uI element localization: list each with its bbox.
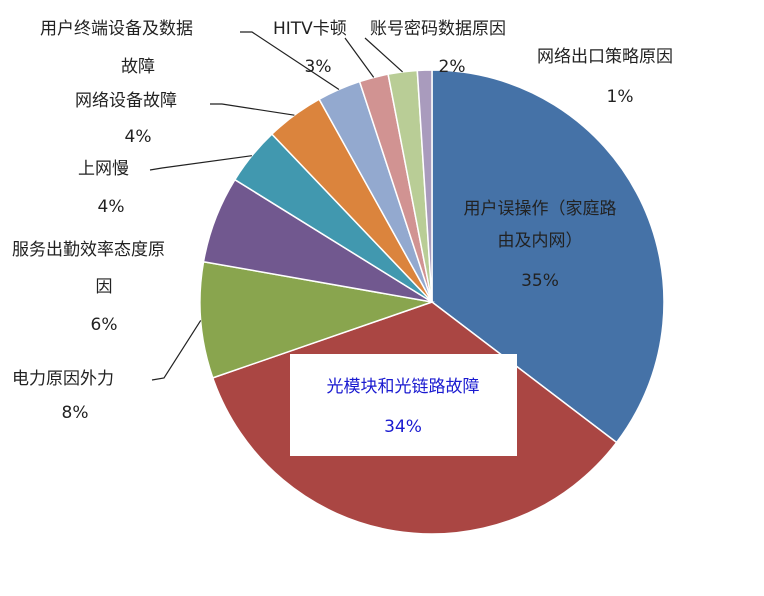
slice-label-hitv: HITV卡顿 xyxy=(273,19,347,39)
slice-label-slow-internet: 上网慢 xyxy=(78,158,129,179)
pie-slices xyxy=(199,69,665,535)
leader-line-7 xyxy=(344,37,375,78)
slice-label-optical-fault: 光模块和光链路故障 xyxy=(327,377,480,397)
slice-pct-network-egress: 1% xyxy=(607,87,634,107)
highlight-label-box xyxy=(290,354,517,456)
pie-slice-0 xyxy=(431,69,665,444)
slice-label-user-misoperation-line2: 由及内网） xyxy=(498,231,583,251)
slice-labels: 用户误操作（家庭路 由及内网） 35% 光模块和光链路故障 34% 电力原因外力… xyxy=(12,19,673,437)
slice-pct-terminal-device: 3% xyxy=(305,57,332,77)
leader-lines xyxy=(149,31,404,381)
slice-pct-optical-fault: 34% xyxy=(384,417,422,437)
slice-pct-user-misoperation: 35% xyxy=(521,271,559,291)
slice-pct-slow-internet: 4% xyxy=(98,197,125,217)
slice-label-service-efficiency-line2: 因 xyxy=(96,277,113,297)
slice-label-user-misoperation-line1: 用户误操作（家庭路 xyxy=(464,199,617,219)
leader-line-5 xyxy=(210,103,295,116)
slice-pct-power-external: 8% xyxy=(62,403,89,423)
slice-pct-service-efficiency: 6% xyxy=(91,315,118,335)
slice-label-network-egress: 网络出口策略原因 xyxy=(537,47,673,67)
leader-line-8 xyxy=(364,37,404,73)
leader-line-4 xyxy=(149,155,252,171)
slice-label-power-external: 电力原因外力 xyxy=(12,369,114,389)
pie-slice-9 xyxy=(416,69,433,303)
leader-line-6 xyxy=(240,31,340,91)
pie-slice-2 xyxy=(199,260,435,379)
slice-label-network-device: 网络设备故障 xyxy=(75,91,177,111)
slice-label-terminal-device-line1: 用户终端设备及数据 xyxy=(40,19,193,39)
slice-pct-account-password: 2% xyxy=(439,57,466,77)
leader-line-2 xyxy=(151,320,202,381)
slice-label-service-efficiency-line1: 服务出勤效率态度原 xyxy=(12,240,165,260)
slice-label-terminal-device-line2: 故障 xyxy=(121,57,155,77)
slice-label-account-password: 账号密码数据原因 xyxy=(370,19,506,39)
slice-pct-network-device: 4% xyxy=(125,127,152,147)
